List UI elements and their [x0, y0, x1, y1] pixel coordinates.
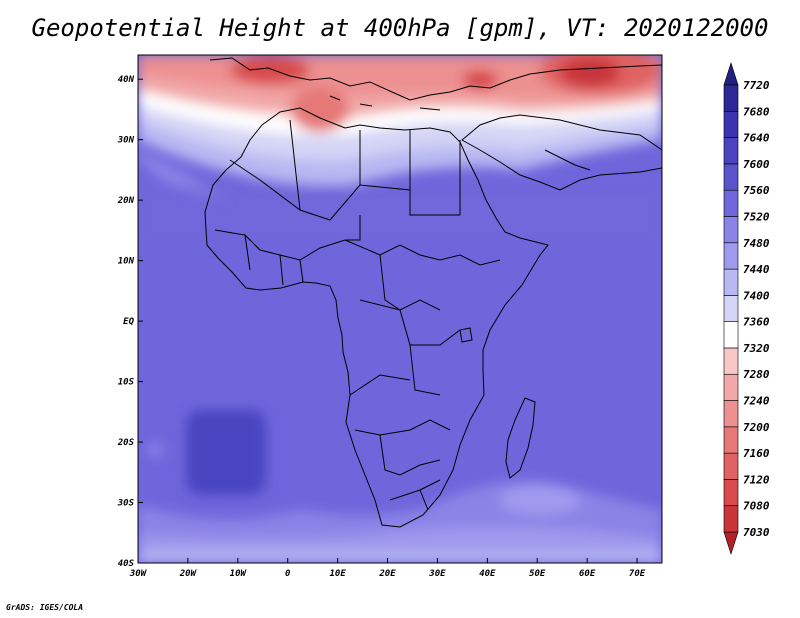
- lon-tick-label: 30W: [129, 569, 148, 579]
- colorbar-segment: [723, 163, 739, 191]
- borders-west: [214, 215, 361, 286]
- madagascar-coastline: [505, 397, 536, 479]
- lat-tick-label: 30S: [117, 499, 135, 509]
- lon-tick-label: 10W: [230, 569, 248, 579]
- colorbar-segment: [723, 137, 739, 165]
- lon-tick-label: 20W: [179, 569, 198, 579]
- plot-frame: [137, 54, 663, 564]
- lat-tick-label: 20N: [117, 196, 135, 206]
- colorbar-level-label: 7320: [743, 342, 770, 355]
- lat-tick-label: 20S: [117, 438, 135, 448]
- colorbar-level-label: 7520: [743, 210, 770, 223]
- persian-gulf: [544, 149, 591, 171]
- colorbar-level-label: 7240: [743, 395, 770, 408]
- field-layer: [138, 55, 662, 563]
- colorbar-top-arrow: [723, 62, 739, 86]
- colorbar-level-label: 7360: [743, 316, 770, 329]
- africa-coastline: [204, 107, 549, 528]
- borders-south: [354, 419, 451, 511]
- lat-tick-label: 40S: [118, 559, 135, 569]
- colorbar-level-label: 7560: [743, 184, 770, 197]
- mediterranean-islands: [329, 95, 441, 111]
- colorbar-segment: [723, 216, 739, 244]
- borders-central: [344, 239, 501, 396]
- colorbar-level-label: 7440: [743, 263, 770, 276]
- colorbar-level-label: 7720: [743, 79, 770, 92]
- lon-tick-label: 70E: [629, 569, 646, 579]
- colorbar-level-label: 7200: [743, 421, 770, 434]
- colorbar-segment: [723, 295, 739, 322]
- arabia-coastline: [461, 114, 662, 191]
- colorbar-level-label: 7160: [743, 447, 770, 460]
- lon-tick-label: 60E: [579, 569, 596, 579]
- lat-tick-label: 10S: [118, 378, 135, 388]
- colorbar-level-label: 7080: [743, 500, 770, 513]
- colorbar-level-label: 7120: [743, 473, 770, 486]
- colorbar-segment: [723, 84, 739, 112]
- colorbar-segment: [723, 400, 739, 428]
- colorbar-segment: [723, 110, 739, 138]
- lat-tick-label: 10N: [118, 257, 135, 267]
- europe-coastline: [209, 57, 662, 101]
- colorbar-segment: [723, 347, 739, 375]
- lat-tick-label: 40N: [118, 75, 135, 85]
- lon-tick-label: 30E: [428, 569, 446, 579]
- chart-title: Geopotential Height at 400hPa [gpm], VT:…: [31, 14, 769, 42]
- colorbar-segment: [723, 321, 739, 349]
- colorbar: 7030 7080 7120 7160 7200 7240 7280 7320 7360 7400…: [723, 62, 770, 555]
- colorbar-segment: [723, 505, 739, 533]
- colorbar-segment: [723, 189, 739, 217]
- colorbar-level-label: 7400: [743, 289, 770, 302]
- longitude-axis: 30W 20W 10W 0 10E 20E 30E 40E 50E 60E 70E: [129, 558, 646, 579]
- borders-north: [229, 119, 461, 221]
- lon-tick-label: 40E: [479, 569, 496, 579]
- lon-tick-label: 0: [285, 569, 291, 579]
- colorbar-segment: [723, 452, 739, 480]
- colorbar-level-label: 7600: [743, 158, 770, 171]
- latitude-axis: 40N 30N 20N 10N EQ 10S 20S 30S 40S: [117, 75, 143, 569]
- colorbar-segment: [723, 373, 739, 401]
- colorbar-level-label: 7640: [743, 132, 770, 145]
- lon-tick-label: 20E: [378, 569, 396, 579]
- grads-credit: GrADS: IGES/COLA: [6, 603, 84, 612]
- colorbar-bottom-arrow: [723, 531, 739, 555]
- colorbar-level-label: 7280: [743, 368, 770, 381]
- colorbar-level-label: 7680: [743, 105, 770, 118]
- colorbar-segment: [723, 268, 739, 296]
- colorbar-level-label: 7030: [743, 526, 770, 539]
- lat-tick-label: 30N: [117, 136, 135, 146]
- colorbar-segment: [723, 242, 739, 270]
- colorbar-level-label: 7480: [743, 237, 770, 250]
- lake-victoria: [459, 327, 473, 343]
- lon-tick-label: 10E: [329, 569, 346, 579]
- lon-tick-label: 50E: [529, 569, 546, 579]
- colorbar-segment: [723, 426, 739, 454]
- coastline-layer: [204, 57, 662, 528]
- lat-tick-label: EQ: [123, 317, 134, 327]
- colorbar-segment: [723, 479, 739, 507]
